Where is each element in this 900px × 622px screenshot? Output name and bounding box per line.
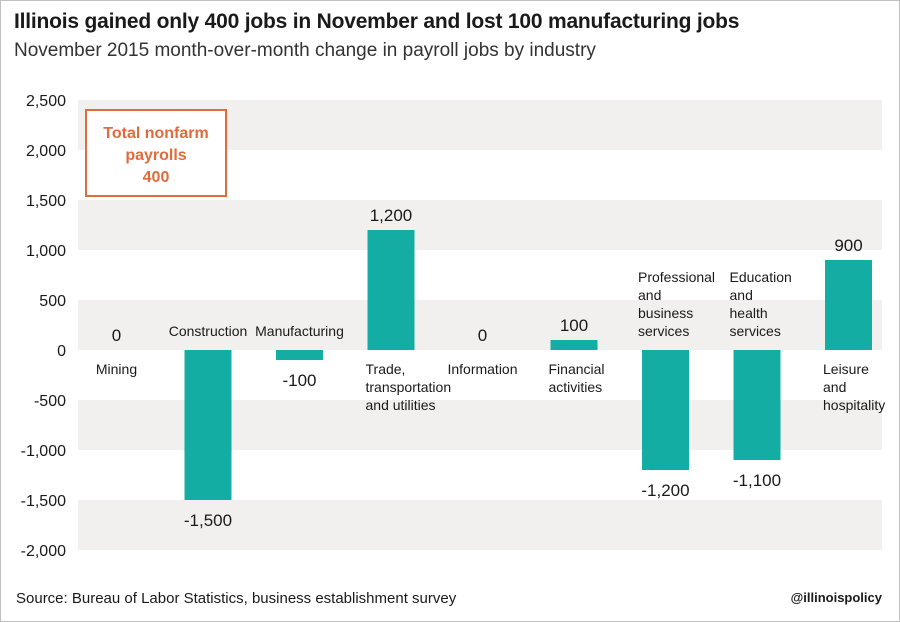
twitter-handle: @illinoispolicy bbox=[790, 590, 882, 605]
category-label: Financial activities bbox=[549, 361, 605, 395]
category-label-line: health bbox=[730, 305, 768, 321]
category-label-line: Leisure bbox=[823, 361, 869, 377]
category-label-line: Information bbox=[447, 361, 517, 377]
category-label-line: Trade, bbox=[366, 361, 406, 377]
grid-band bbox=[78, 500, 882, 550]
value-label: 0 bbox=[112, 326, 121, 345]
category-label: Mining bbox=[96, 361, 137, 377]
value-label: -1,100 bbox=[733, 471, 781, 490]
category-label-line: services bbox=[730, 323, 781, 339]
category-label-line: Education bbox=[730, 269, 792, 285]
category-label-line: Manufacturing bbox=[255, 323, 344, 339]
bar bbox=[276, 350, 323, 360]
y-tick-label: 0 bbox=[57, 343, 66, 360]
category-label-line: transportation bbox=[366, 379, 452, 395]
category-label: Professional and business services bbox=[638, 269, 715, 339]
value-label: 1,200 bbox=[370, 206, 413, 225]
category-label: Construction bbox=[169, 323, 248, 339]
y-tick-label: -500 bbox=[34, 393, 66, 410]
y-tick-label: 1,500 bbox=[26, 193, 66, 210]
category-label-line: activities bbox=[549, 379, 603, 395]
chart-title: Illinois gained only 400 jobs in Novembe… bbox=[14, 10, 740, 33]
category-label-line: Mining bbox=[96, 361, 137, 377]
value-label: -100 bbox=[282, 371, 316, 390]
callout-value: 400 bbox=[142, 169, 170, 186]
chart-subtitle: November 2015 month-over-month change in… bbox=[14, 40, 596, 61]
bar bbox=[550, 340, 598, 350]
bar bbox=[367, 230, 415, 350]
bar bbox=[825, 260, 872, 350]
category-label: Information bbox=[447, 361, 517, 377]
grid-band bbox=[78, 300, 882, 350]
value-label: 100 bbox=[560, 316, 588, 335]
bar bbox=[642, 350, 689, 470]
category-label-line: and bbox=[730, 287, 753, 303]
category-label: Leisure and hospitality bbox=[823, 361, 885, 413]
category-label-line: Financial bbox=[549, 361, 605, 377]
category-label-line: and utilities bbox=[366, 397, 436, 413]
bar bbox=[184, 350, 232, 500]
y-tick-label: 2,000 bbox=[26, 143, 66, 160]
category-label-line: business bbox=[638, 305, 693, 321]
value-label: 0 bbox=[478, 326, 487, 345]
y-tick-label: 1,000 bbox=[26, 243, 66, 260]
category-label: Trade, transportation and utilities bbox=[366, 361, 452, 413]
total-payrolls-callout: Total nonfarm payrolls 400 bbox=[85, 109, 227, 197]
source-note: Source: Bureau of Labor Statistics, busi… bbox=[16, 590, 457, 607]
y-tick-label: 2,500 bbox=[26, 93, 66, 110]
y-tick-label: -1,000 bbox=[21, 443, 66, 460]
callout-line-2: payrolls bbox=[125, 147, 187, 164]
grid-band bbox=[78, 200, 882, 250]
callout-line-1: Total nonfarm bbox=[103, 125, 209, 142]
value-label: -1,500 bbox=[184, 511, 232, 530]
category-label-line: and bbox=[638, 287, 661, 303]
bar bbox=[733, 350, 781, 460]
category-label-line: services bbox=[638, 323, 689, 339]
category-label-line: Construction bbox=[169, 323, 248, 339]
y-tick-label: -1,500 bbox=[21, 493, 66, 510]
y-tick-label: 500 bbox=[39, 293, 66, 310]
category-label: Education and health services bbox=[730, 269, 792, 339]
value-label: 900 bbox=[834, 236, 862, 255]
category-label-line: hospitality bbox=[823, 397, 885, 413]
category-label-line: Professional bbox=[638, 269, 715, 285]
category-label: Manufacturing bbox=[255, 323, 344, 339]
category-label-line: and bbox=[823, 379, 846, 395]
value-label: -1,200 bbox=[641, 481, 689, 500]
y-tick-label: -2,000 bbox=[21, 543, 66, 560]
